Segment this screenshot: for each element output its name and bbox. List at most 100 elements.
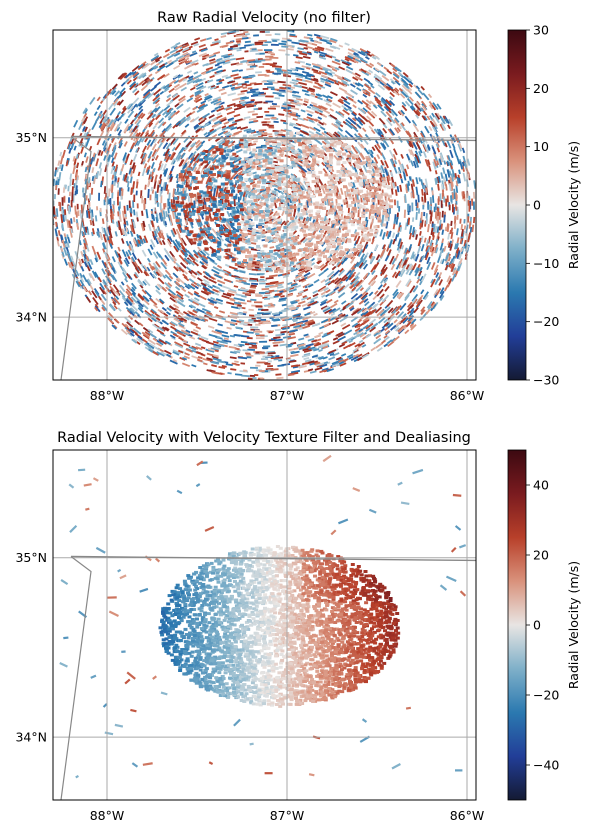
velocity-gate	[239, 193, 243, 201]
velocity-gate	[441, 210, 444, 218]
velocity-gate	[94, 303, 99, 309]
velocity-gate	[269, 105, 276, 108]
velocity-gate	[55, 208, 59, 217]
velocity-gate	[442, 176, 446, 183]
velocity-gate	[80, 266, 85, 272]
velocity-gate	[367, 119, 375, 127]
velocity-gate	[145, 209, 149, 219]
velocity-gate	[413, 256, 417, 261]
velocity-gate	[265, 34, 272, 36]
velocity-gate	[258, 322, 265, 325]
velocity-gate	[186, 250, 194, 258]
velocity-gate	[103, 186, 107, 194]
velocity-gate	[92, 296, 99, 305]
velocity-gate	[263, 345, 271, 348]
velocity-gate	[202, 53, 210, 58]
velocity-gate	[274, 328, 282, 332]
velocity-gate	[133, 194, 136, 203]
velocity-gate	[250, 99, 255, 102]
velocity-gate	[272, 39, 277, 42]
velocity-gate	[344, 55, 352, 61]
velocity-gate	[410, 251, 415, 260]
velocity-gate	[258, 129, 267, 132]
velocity-gate	[80, 146, 85, 154]
velocity-gate	[155, 120, 160, 126]
velocity-gate	[85, 210, 89, 218]
velocity-gate	[313, 278, 320, 284]
velocity-gate	[396, 186, 400, 193]
velocity-gate	[301, 278, 307, 283]
velocity-gate	[121, 322, 128, 329]
velocity-gate	[438, 272, 443, 277]
velocity-gate	[223, 106, 231, 111]
velocity-gate	[406, 280, 412, 288]
velocity-gate	[57, 230, 61, 236]
velocity-gate	[351, 165, 355, 170]
velocity-gate	[163, 315, 169, 320]
velocity-gate	[148, 117, 156, 126]
velocity-gate	[298, 81, 307, 86]
velocity-gate	[303, 36, 310, 40]
velocity-gate	[169, 48, 178, 54]
velocity-gate	[172, 188, 175, 198]
velocity-gate	[213, 306, 219, 310]
velocity-gate	[141, 195, 144, 204]
velocity-gate	[203, 282, 211, 287]
velocity-gate	[133, 294, 141, 303]
velocity-gate	[146, 119, 152, 126]
velocity-gate	[221, 294, 231, 300]
velocity-gate	[394, 189, 398, 196]
velocity-gate	[356, 123, 362, 129]
velocity-gate	[304, 93, 310, 97]
velocity-gate	[256, 115, 264, 119]
velocity-gate	[250, 366, 258, 369]
velocity-gate	[181, 362, 191, 368]
velocity-gate	[173, 79, 180, 85]
velocity-gate	[121, 238, 125, 244]
velocity-gate	[296, 304, 301, 308]
velocity-gate	[181, 249, 187, 256]
velocity-gate	[162, 53, 170, 59]
velocity-gate	[357, 244, 364, 254]
velocity-gate	[421, 100, 427, 108]
velocity-gate	[100, 150, 104, 157]
velocity-gate	[180, 130, 187, 138]
velocity-gate	[304, 76, 312, 81]
velocity-gate	[302, 283, 310, 289]
velocity-gate	[273, 338, 283, 342]
velocity-gate	[108, 304, 116, 311]
velocity-gate	[228, 345, 237, 349]
velocity-gate	[129, 176, 133, 184]
velocity-gate	[243, 30, 249, 34]
velocity-gate	[159, 90, 165, 95]
velocity-gate	[221, 85, 230, 89]
velocity-gate	[429, 210, 432, 215]
velocity-gate	[235, 57, 245, 61]
velocity-gate	[133, 273, 139, 279]
velocity-gate	[338, 44, 344, 48]
velocity-gate	[236, 49, 242, 52]
velocity-gate	[227, 92, 236, 97]
velocity-gate	[425, 218, 428, 225]
velocity-gate	[227, 118, 234, 123]
velocity-gate	[328, 356, 336, 361]
velocity-gate	[293, 54, 299, 57]
velocity-gate	[369, 326, 377, 333]
velocity-gate	[245, 100, 255, 104]
velocity-gate	[135, 101, 143, 108]
velocity-gate	[269, 296, 274, 299]
velocity-gate	[293, 347, 299, 350]
velocity-gate	[154, 191, 157, 201]
velocity-gate	[298, 337, 305, 341]
velocity-gate	[437, 183, 440, 191]
velocity-gate	[166, 94, 172, 99]
velocity-gate	[446, 140, 452, 149]
velocity-gate	[337, 358, 344, 364]
velocity-gate	[246, 336, 253, 340]
velocity-gate	[225, 223, 232, 230]
velocity-gate	[251, 282, 259, 285]
velocity-gate	[150, 186, 153, 192]
velocity-gate	[358, 299, 365, 305]
velocity-gate	[264, 362, 271, 365]
velocity-gate	[174, 142, 182, 151]
